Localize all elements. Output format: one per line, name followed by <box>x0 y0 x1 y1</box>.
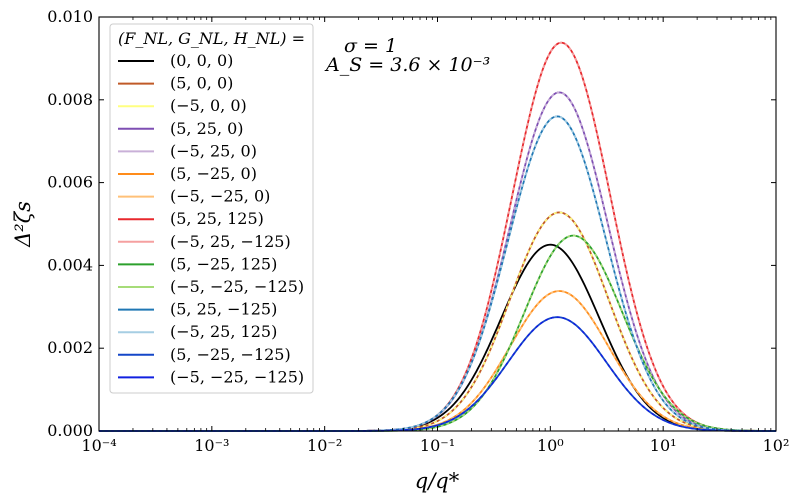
legend-entry-label: (−5, 25, 0) <box>170 141 257 160</box>
legend-entry-label: (5, −25, 0) <box>170 164 257 183</box>
y-tick-label: 0.000 <box>47 421 93 440</box>
y-tick-label: 0.002 <box>47 338 93 357</box>
legend-entry-label: (−5, −25, −125) <box>170 367 304 386</box>
legend-entry-label: (−5, 25, 125) <box>170 322 277 341</box>
x-tick-label: 10⁻⁴ <box>81 436 116 455</box>
x-tick-label: 10⁻² <box>307 436 342 455</box>
legend-entry-label: (−5, −25, 0) <box>170 187 270 206</box>
x-tick-label: 10⁻³ <box>194 436 229 455</box>
sigma-annotation: σ = 1 <box>344 35 397 57</box>
y-tick-label: 0.008 <box>47 90 93 109</box>
y-tick-label: 0.010 <box>47 7 93 26</box>
legend-entry-label: (0, 0, 0) <box>170 51 233 70</box>
legend-entry-label: (5, −25, −125) <box>170 345 291 364</box>
legend-entry-label: (−5, −25, −125) <box>170 277 304 296</box>
legend-entry-label: (5, 25, 125) <box>170 209 264 228</box>
legend-entry-label: (−5, 0, 0) <box>170 96 247 115</box>
legend-title: (F_NL, G_NL, H_NL) = <box>118 29 305 48</box>
legend-box <box>109 23 314 394</box>
y-tick-label: 0.006 <box>47 173 93 192</box>
legend: (F_NL, G_NL, H_NL) = (0, 0, 0) (5, 0, 0) (−… <box>109 23 314 394</box>
y-axis-title: Δ²ζs <box>11 201 35 248</box>
x-tick-label: 10⁻¹ <box>420 436 455 455</box>
x-axis-title: q/q* <box>415 469 460 493</box>
legend-entry-label: (5, 0, 0) <box>170 74 233 93</box>
tick-marks: 10⁻⁴ 10⁻³ 10⁻² 10⁻¹ 10⁰ 10¹ 10² 0.000 0.002 0.004… <box>47 7 789 455</box>
x-tick-label: 10² <box>763 436 790 455</box>
x-tick-label: 10¹ <box>650 436 677 455</box>
x-tick-label: 10⁰ <box>537 436 564 455</box>
legend-entry-label: (−5, 25, −125) <box>170 232 291 251</box>
legend-entry-label: (5, −25, 125) <box>170 254 277 273</box>
series-line-7 <box>99 290 776 432</box>
series-line-15 <box>99 316 776 432</box>
legend-entry-label: (5, 25, −125) <box>170 300 277 319</box>
amplitude-annotation: A_S = 3.6 × 10⁻³ <box>324 54 490 76</box>
y-tick-label: 0.004 <box>47 255 93 274</box>
legend-entry-label: (5, 25, 0) <box>170 119 244 138</box>
